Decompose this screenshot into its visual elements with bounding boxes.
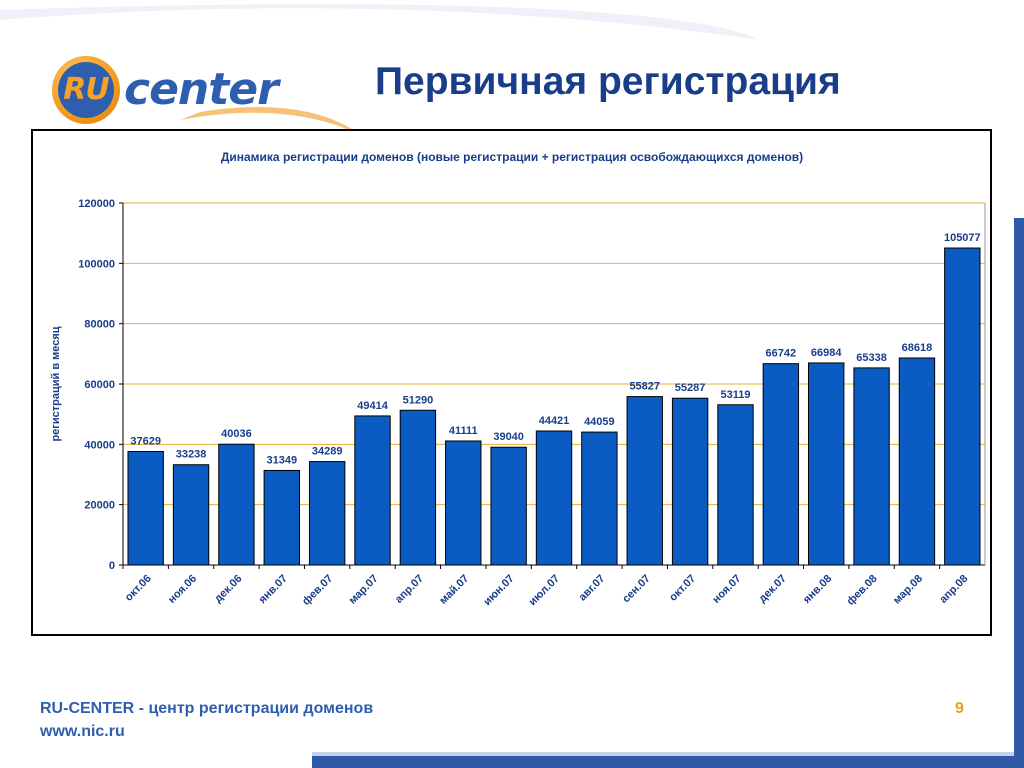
footer-company-name: RU-CENTER - центр регистрации доменов (40, 700, 374, 717)
bar-value-label: 66984 (811, 347, 842, 359)
x-tick-label: июл.07 (527, 573, 562, 608)
y-tick-label: 60000 (84, 379, 115, 391)
y-tick-label: 20000 (84, 500, 115, 512)
x-tick-label: ноя.07 (710, 573, 743, 606)
x-tick-label: авг.07 (577, 573, 608, 604)
y-tick-label: 40000 (84, 439, 115, 451)
bottom-accent-bar (312, 756, 1024, 768)
bar (762, 363, 800, 566)
x-tick-label: апр.07 (393, 573, 426, 606)
bar (354, 415, 391, 566)
bar-value-label: 37629 (130, 435, 161, 447)
bar-value-label: 65338 (856, 352, 887, 364)
bar (218, 443, 255, 566)
bar-value-label: 51290 (403, 394, 434, 406)
bar-value-label: 44059 (584, 416, 615, 428)
y-tick-label: 100000 (78, 258, 115, 270)
bar (445, 440, 482, 566)
logo-wordmark: center (124, 64, 279, 115)
bar (172, 464, 210, 566)
right-accent-bar (1014, 218, 1024, 768)
bar-value-label: 105077 (944, 232, 981, 244)
bar-value-label: 49414 (357, 400, 388, 412)
bar (308, 461, 346, 566)
chart-title: Динамика регистрации доменов (новые реги… (220, 150, 804, 164)
y-axis-title: регистраций в месяц (50, 326, 62, 441)
bar (581, 431, 618, 566)
x-tick-label: июн.07 (481, 573, 516, 608)
bar-value-label: 55827 (629, 381, 660, 393)
x-tick-label: окт.07 (667, 573, 698, 604)
logo-badge-text: RU (58, 62, 114, 118)
bar-value-label: 31349 (266, 454, 297, 466)
x-tick-label: окт.06 (123, 573, 154, 604)
y-tick-label: 80000 (84, 319, 115, 331)
bar (944, 247, 981, 566)
x-tick-label: мар.07 (347, 573, 381, 607)
bar-value-label: 66742 (766, 348, 797, 360)
header-swoosh-decoration (0, 4, 760, 135)
x-tick-label: апр.08 (937, 573, 970, 606)
bar-value-label: 40036 (221, 428, 252, 440)
page-number: 9 (955, 700, 964, 717)
bar-value-label: 53119 (720, 389, 750, 401)
bar (898, 357, 936, 566)
ru-center-logo: RU center (52, 52, 282, 132)
x-tick-label: ноя.06 (166, 573, 199, 606)
bar (490, 446, 527, 566)
x-tick-label: дек.07 (757, 573, 789, 605)
bar (808, 362, 845, 566)
bar (535, 430, 573, 566)
bar-value-label: 39040 (493, 431, 524, 443)
y-tick-label: 0 (109, 560, 115, 572)
bar-value-label: 44421 (539, 415, 570, 427)
bar (853, 367, 890, 566)
x-tick-label: май.07 (437, 573, 471, 607)
bar-value-label: 55287 (675, 382, 706, 394)
x-tick-label: фев.07 (300, 573, 335, 608)
bar (263, 469, 300, 566)
bar-value-label: 41111 (449, 425, 478, 437)
bottom-accent-shadow (312, 752, 1014, 756)
bar (399, 409, 437, 566)
bar-value-label: 68618 (902, 342, 933, 354)
bar-value-label: 33238 (176, 449, 207, 461)
footer-website: www.nic.ru (40, 723, 125, 740)
bar (671, 397, 709, 566)
x-tick-label: сен.07 (620, 573, 653, 606)
x-tick-label: янв.07 (257, 573, 290, 606)
slide-title: Первичная регистрация (375, 60, 841, 103)
y-tick-label: 120000 (78, 198, 115, 210)
bar (626, 396, 663, 566)
x-tick-label: фев.08 (845, 573, 880, 608)
bar (127, 450, 164, 566)
x-tick-label: янв.08 (801, 573, 834, 606)
bar-value-label: 34289 (312, 446, 343, 458)
logo-badge: RU (52, 56, 120, 124)
x-tick-label: дек.06 (212, 573, 244, 605)
x-tick-label: мар.08 (891, 573, 925, 607)
bar (717, 404, 754, 566)
